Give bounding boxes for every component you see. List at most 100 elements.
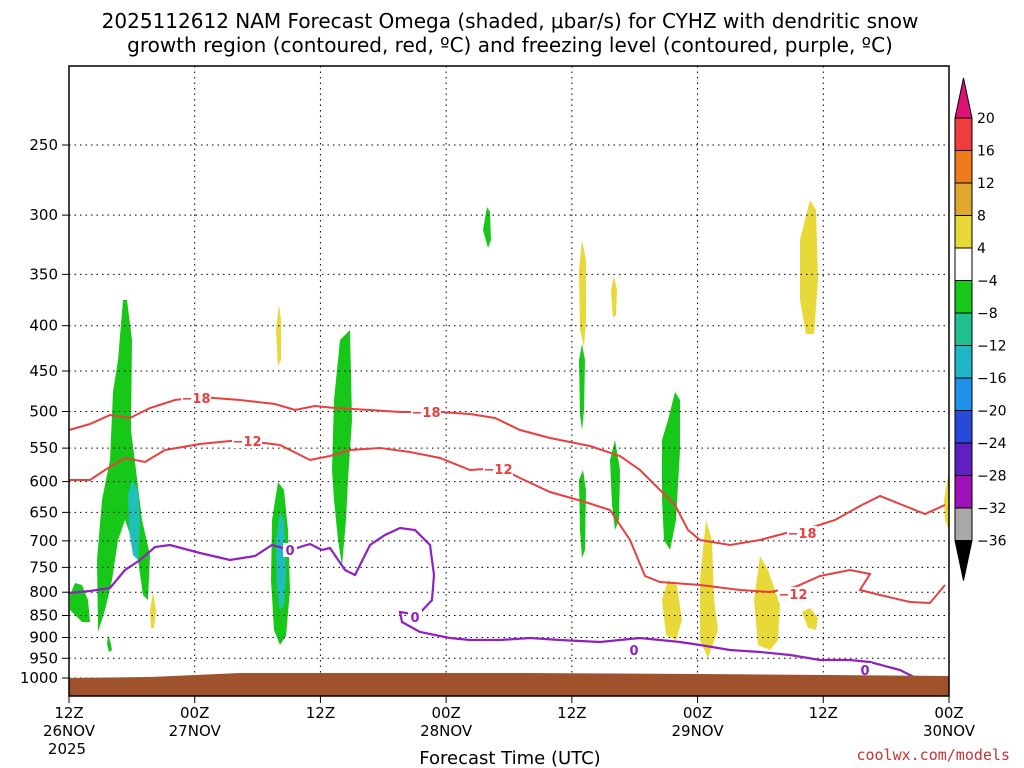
ground-terrain [69, 673, 949, 696]
omega-region-green-5 [332, 330, 352, 566]
colorbar-segment-6 [954, 280, 973, 314]
contour-label-zero-b: 0 [410, 611, 419, 626]
contour-label-bg-m12-a [232, 434, 262, 448]
omega-region-yellow-7 [700, 520, 718, 658]
x-tick-label-0-date: 26NOV [43, 722, 96, 740]
colorbar-label-8: −16 [977, 371, 1007, 387]
colorbar-label-13: −36 [977, 534, 1007, 550]
omega-region-green-8 [579, 470, 586, 558]
x-tick-label-3-time: 00Z [431, 704, 460, 722]
omega-region-yellow-5 [150, 592, 156, 628]
colorbar: 20 16 12 8 4 −4 −8 −12 −16 −20 −24 −28 −32 −36 [954, 77, 1007, 581]
colorbar-label-0: 20 [977, 111, 995, 127]
chart-title-line-1: 2025112612 NAM Forecast Omega (shaded, μ… [102, 9, 919, 33]
x-tick-label-3-date: 28NOV [420, 722, 473, 740]
x-tick-label-1-date: 27NOV [169, 722, 222, 740]
colorbar-segment-8 [954, 345, 973, 379]
colorbar-label-4: 4 [977, 241, 986, 257]
x-tick-label-0-year: 2025 [48, 740, 86, 758]
contour-label-m18-b: −18 [412, 406, 441, 421]
omega-shading [70, 200, 949, 658]
colorbar-segment-11 [954, 442, 973, 476]
chart-title-line-2: growth region (contoured, red, ºC) and f… [127, 33, 893, 57]
colorbar-label-6: −8 [977, 306, 998, 322]
colorbar-label-1: 16 [977, 144, 995, 160]
colorbar-segment-9 [954, 377, 973, 411]
colorbar-label-5: −4 [977, 274, 998, 290]
contour-label-m12-c: −12 [779, 588, 808, 603]
plot-area: −18 −18 −18 −12 −12 −12 0 0 0 0 [68, 65, 950, 697]
y-tick-label-800: 800 [29, 583, 58, 601]
omega-region-yellow-2 [579, 240, 586, 347]
y-tick-label-600: 600 [29, 473, 58, 491]
y-axis-labels: 250 300 350 400 450 500 550 600 650 700 750 800 850 9… [20, 136, 69, 687]
omega-region-yellow-10 [944, 470, 949, 530]
contour-label-bg-zero-d [858, 663, 872, 677]
x-tick-label-7-time: 00Z [934, 704, 963, 722]
colorbar-label-2: 12 [977, 176, 995, 192]
colorbar-label-9: −20 [977, 404, 1007, 420]
contour-label-bg-m12-c [778, 587, 808, 601]
colorbar-label-10: −24 [977, 436, 1007, 452]
y-tick-label-250: 250 [29, 136, 58, 154]
omega-region-yellow-8 [754, 556, 780, 650]
colorbar-label-11: −28 [977, 469, 1007, 485]
colorbar-top-arrow [954, 77, 973, 119]
y-tick-label-950: 950 [29, 649, 58, 667]
x-tick-label-5-time: 00Z [683, 704, 712, 722]
omega-region-yellow-4 [276, 305, 281, 366]
y-tick-label-750: 750 [29, 558, 58, 576]
omega-region-green-6 [483, 207, 491, 248]
contour-label-m12-a: −12 [233, 435, 262, 450]
x-axis-title: Forecast Time (UTC) [419, 748, 600, 768]
x-tick-label-1-time: 00Z [180, 704, 209, 722]
omega-region-yellow-3 [611, 276, 617, 318]
contour-label-m18-a: −18 [182, 392, 211, 407]
y-tick-label-1000: 1000 [20, 669, 58, 687]
colorbar-segment-1 [954, 117, 973, 151]
omega-region-yellow-1 [800, 200, 818, 334]
y-tick-label-400: 400 [29, 317, 58, 335]
omega-region-yellow-9 [802, 608, 818, 630]
colorbar-segment-13 [954, 507, 973, 541]
y-tick-label-550: 550 [29, 439, 58, 457]
omega-region-teal-1 [279, 540, 283, 585]
contour-label-bg-m18-b [411, 405, 441, 419]
colorbar-segment-7 [954, 312, 973, 346]
colorbar-segment-4 [954, 215, 973, 249]
x-tick-label-2-time: 12Z [306, 704, 335, 722]
x-tick-label-4-time: 12Z [557, 704, 586, 722]
contour-label-m12-b: −12 [484, 463, 513, 478]
y-tick-label-500: 500 [29, 403, 58, 421]
colorbar-label-3: 8 [977, 209, 986, 225]
colorbar-label-12: −32 [977, 501, 1007, 517]
y-tick-label-300: 300 [29, 206, 58, 224]
contour-label-bg-zero-c [627, 643, 641, 657]
y-tick-label-850: 850 [29, 607, 58, 625]
contour-minus-12 [69, 438, 946, 605]
y-tick-label-650: 650 [29, 503, 58, 521]
omega-region-green-3 [107, 636, 112, 652]
contour-label-bg-zero-a [283, 543, 297, 557]
credit-text: coolwx.com/models [856, 746, 1010, 764]
contour-label-bg-m18-c [787, 526, 817, 540]
x-tick-label-5-date: 29NOV [672, 722, 725, 740]
contour-label-zero-c: 0 [629, 644, 638, 659]
plot-frame [69, 66, 949, 696]
omega-region-green-10 [662, 392, 680, 550]
colorbar-bottom-arrow [954, 540, 973, 581]
omega-region-green-7 [579, 344, 585, 430]
omega-region-yellow-6 [662, 580, 682, 640]
colorbar-segment-3 [954, 182, 973, 216]
y-tick-label-350: 350 [29, 265, 58, 283]
x-tick-label-6-time: 12Z [809, 704, 838, 722]
colorbar-segment-12 [954, 475, 973, 509]
x-tick-label-7-date: 30NOV [923, 722, 976, 740]
colorbar-label-7: −12 [977, 339, 1007, 355]
colorbar-segment-10 [954, 410, 973, 444]
omega-region-green-9 [610, 440, 620, 530]
contour-label-zero-a: 0 [285, 544, 294, 559]
y-tick-label-900: 900 [29, 628, 58, 646]
